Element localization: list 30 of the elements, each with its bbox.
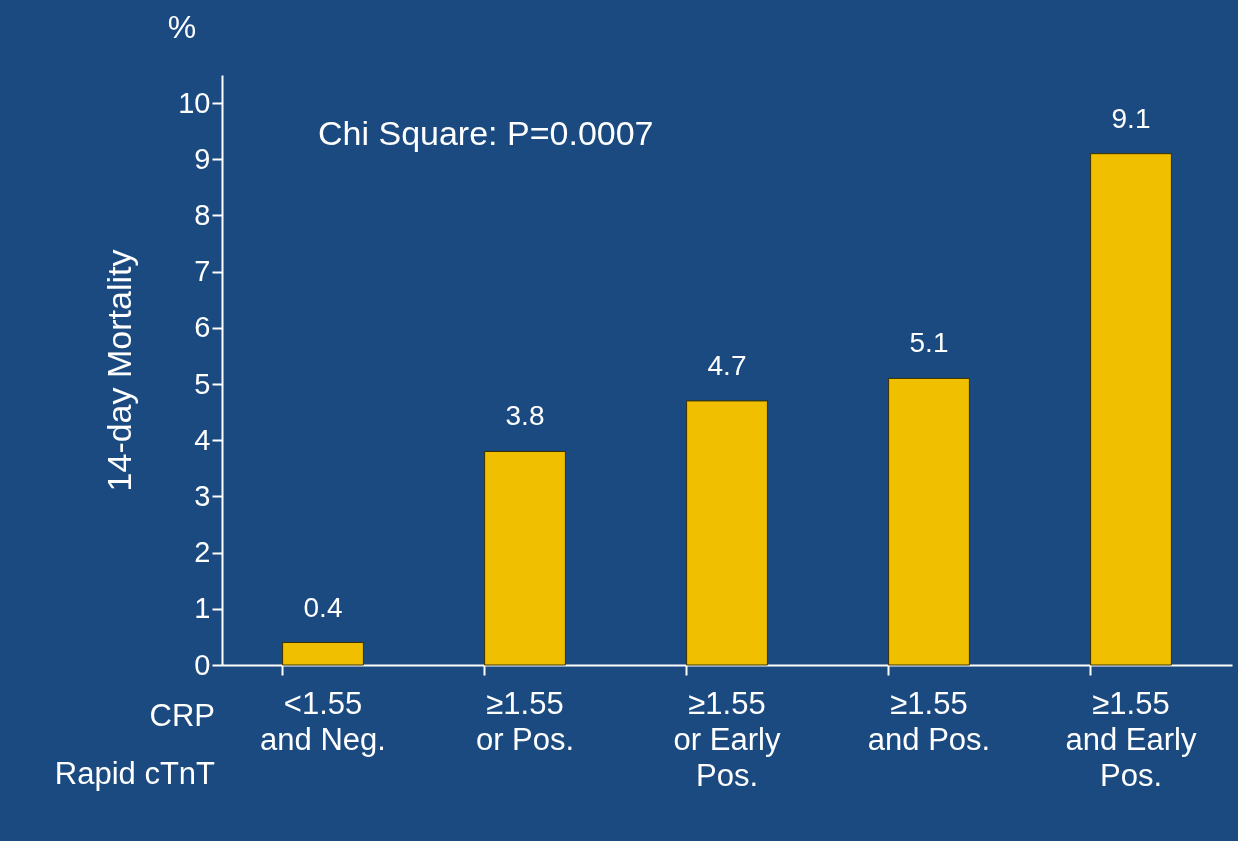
x-tick-label: ≥1.55 or Pos.	[475, 685, 575, 757]
bar	[686, 400, 768, 666]
y-tick-label: 7	[194, 255, 211, 288]
bar	[1090, 153, 1172, 666]
y-tick-label: 8	[194, 198, 211, 231]
y-tick-label: 10	[178, 86, 211, 119]
y-tick-label: 6	[194, 311, 211, 344]
y-tick-label: 9	[194, 142, 211, 175]
data-label: 9.1	[1111, 102, 1151, 134]
x-tick-label: ≥1.55 or Early Pos.	[673, 685, 781, 793]
x-axis-title: CRP Rapid cTnT	[54, 698, 216, 791]
y-tick-label: 3	[194, 479, 211, 512]
bar	[484, 450, 566, 666]
annotation: Chi Square: P=0.0007	[318, 114, 654, 152]
bar	[888, 377, 970, 666]
text: %	[167, 9, 197, 45]
y-axis-title: 14-day Mortality	[100, 249, 139, 492]
y-tick-label: 0	[194, 648, 211, 681]
x-tick-label: ≥1.55 and Pos.	[867, 685, 991, 757]
y-tick-label: 4	[194, 423, 211, 456]
x-tick-label: ≥1.55 and Early Pos.	[1065, 685, 1197, 793]
y-tick-label: 2	[194, 536, 211, 569]
data-label: 3.8	[505, 400, 545, 432]
y-tick-label: 1	[194, 592, 211, 625]
data-label: 4.7	[707, 349, 747, 381]
y-tick-label: 5	[194, 367, 211, 400]
data-label: 0.4	[303, 591, 343, 623]
x-tick-label: <1.55 and Neg.	[260, 685, 386, 757]
data-label: 5.1	[909, 327, 949, 359]
bar	[282, 642, 364, 666]
